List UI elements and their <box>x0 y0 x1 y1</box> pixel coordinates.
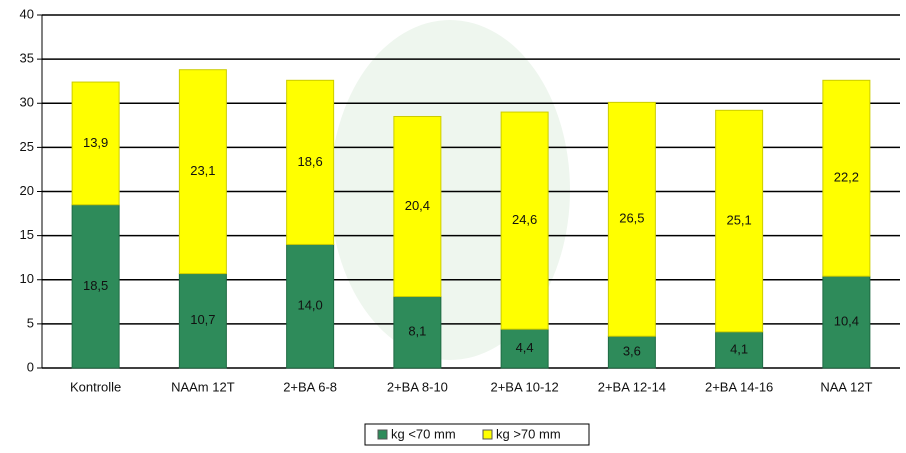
data-label: 4,1 <box>730 341 748 356</box>
y-tick-label: 25 <box>20 139 34 154</box>
y-tick-label: 5 <box>27 315 34 330</box>
data-label: 18,6 <box>297 154 322 169</box>
x-tick-label: NAA 12T <box>820 379 872 394</box>
bar-segment <box>607 101 656 337</box>
legend-swatch <box>482 429 493 440</box>
legend-swatch <box>377 429 388 440</box>
data-label: 4,4 <box>516 340 534 355</box>
data-label: 10,4 <box>834 314 859 329</box>
bar-segment <box>500 328 549 369</box>
bar-segment <box>500 111 549 330</box>
data-label: 22,2 <box>834 170 859 185</box>
x-tick-label: 2+BA 8-10 <box>387 379 448 394</box>
data-label: 3,6 <box>623 344 641 359</box>
y-tick-label: 35 <box>20 51 34 66</box>
y-tick-label: 15 <box>20 227 34 242</box>
bar-segment <box>71 81 120 206</box>
bar-segment <box>178 273 227 369</box>
bar-segment <box>178 69 227 275</box>
bar-segment <box>715 331 764 369</box>
data-label: 25,1 <box>726 213 751 228</box>
bar-segment <box>286 79 335 245</box>
x-tick-label: 2+BA 6-8 <box>283 379 337 394</box>
x-tick-label: 2+BA 14-16 <box>705 379 773 394</box>
legend-label: kg <70 mm <box>391 426 456 441</box>
data-label: 24,6 <box>512 212 537 227</box>
x-tick-label: 2+BA 10-12 <box>490 379 558 394</box>
bar-segment <box>822 275 871 369</box>
x-tick-label: Kontrolle <box>70 379 121 394</box>
y-tick-label: 20 <box>20 183 34 198</box>
x-tick-label: 2+BA 12-14 <box>598 379 666 394</box>
y-tick-label: 40 <box>20 6 34 21</box>
data-label: 23,1 <box>190 163 215 178</box>
data-label: 8,1 <box>408 324 426 339</box>
x-tick-label: NAAm 12T <box>171 379 235 394</box>
data-label: 14,0 <box>297 298 322 313</box>
bar-segment <box>822 79 871 277</box>
data-label: 10,7 <box>190 312 215 327</box>
data-label: 20,4 <box>405 198 430 213</box>
bar-segment <box>393 115 442 298</box>
data-label: 26,5 <box>619 211 644 226</box>
bar-segment <box>607 335 656 369</box>
data-label: 13,9 <box>83 135 108 150</box>
bar-segment <box>715 109 764 333</box>
y-tick-label: 0 <box>27 359 34 374</box>
legend-label: kg >70 mm <box>496 426 561 441</box>
data-label: 18,5 <box>83 278 108 293</box>
y-tick-label: 10 <box>20 271 34 286</box>
y-tick-label: 30 <box>20 95 34 110</box>
legend-box <box>364 423 590 446</box>
bar-segment <box>286 243 335 369</box>
